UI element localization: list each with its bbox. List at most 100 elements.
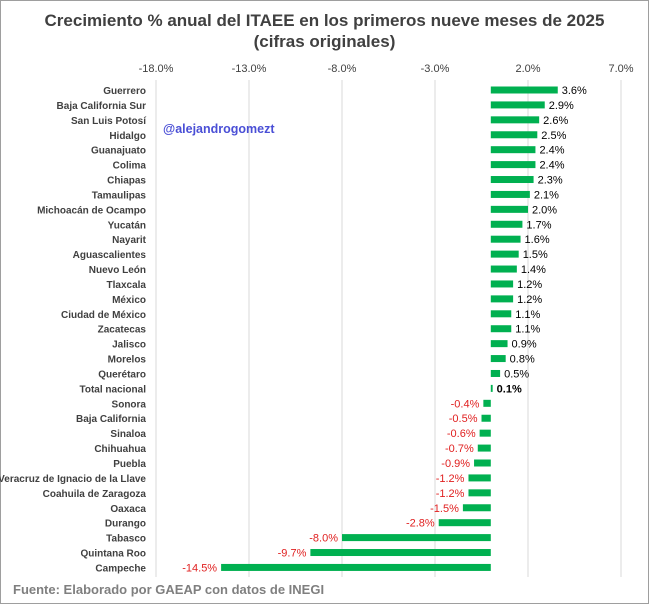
bar xyxy=(490,190,530,198)
bar xyxy=(490,280,514,288)
category-label: Baja California Sur xyxy=(57,101,147,112)
category-label: Guerrero xyxy=(103,86,146,97)
category-label: Chiapas xyxy=(107,176,146,187)
bar xyxy=(479,429,491,437)
bar xyxy=(468,489,491,497)
x-tick-label: 7.0% xyxy=(608,63,633,75)
category-label: Veracruz de Ignacio de la Llave xyxy=(0,474,146,485)
bar xyxy=(490,235,521,243)
value-label: 2.4% xyxy=(539,160,564,172)
bar xyxy=(490,355,506,363)
bar xyxy=(490,295,514,303)
value-label: 2.0% xyxy=(532,204,557,216)
category-label: Sonora xyxy=(112,399,147,410)
value-labels: 3.6% 2.9% 2.6% 2.5% 2.4% 2.4% 2.3% 2.1% 2.0% 1.7%… xyxy=(182,85,587,574)
bar xyxy=(490,250,519,258)
category-label: Nayarit xyxy=(112,235,147,246)
bar xyxy=(474,459,491,467)
value-label: 0.1% xyxy=(497,383,522,395)
value-label: -0.7% xyxy=(445,443,474,455)
category-label: Chihuahua xyxy=(94,444,146,455)
chart-title: Crecimiento % anual del ITAEE en los pri… xyxy=(0,10,649,52)
value-label: 1.2% xyxy=(517,279,542,291)
bar xyxy=(490,131,538,139)
bar xyxy=(490,265,517,273)
category-label: Tabasco xyxy=(106,534,146,545)
value-label: -0.6% xyxy=(447,428,476,440)
bar xyxy=(490,86,558,94)
value-label: -1.2% xyxy=(436,488,465,500)
value-label: 0.9% xyxy=(512,339,537,351)
value-label: 1.4% xyxy=(521,264,546,276)
gridlines xyxy=(155,80,622,577)
value-label: 1.2% xyxy=(517,294,542,306)
bar xyxy=(221,563,491,571)
value-label: 2.6% xyxy=(543,115,568,127)
category-label: Colima xyxy=(113,161,147,172)
value-label: -14.5% xyxy=(182,562,217,574)
category-label: Tamaulipas xyxy=(92,190,147,201)
bar xyxy=(490,369,501,377)
value-label: 2.4% xyxy=(539,145,564,157)
category-label: México xyxy=(112,295,146,306)
chart-title-line2: (cifras originales) xyxy=(253,32,396,51)
x-tick-label: 2.0% xyxy=(515,63,540,75)
value-label: 0.5% xyxy=(504,368,529,380)
value-label: -0.9% xyxy=(441,458,470,470)
bar xyxy=(468,474,491,482)
bar xyxy=(483,399,491,407)
category-label: Campeche xyxy=(95,563,146,574)
value-label: -0.4% xyxy=(451,398,480,410)
bar xyxy=(490,384,493,392)
category-label: Coahuila de Zaragoza xyxy=(43,489,147,500)
bar xyxy=(310,549,491,557)
value-label: -2.8% xyxy=(406,518,435,530)
x-tick-label: -13.0% xyxy=(232,63,267,75)
category-label: Ciudad de México xyxy=(61,310,146,321)
category-label: Sinaloa xyxy=(110,429,146,440)
bar xyxy=(481,414,491,422)
value-label: -8.0% xyxy=(309,533,338,545)
bar xyxy=(490,220,523,228)
x-tick-label: -3.0% xyxy=(421,63,450,75)
bar xyxy=(490,116,540,124)
category-label: Oaxaca xyxy=(110,504,146,515)
bars xyxy=(221,86,558,571)
bar xyxy=(490,161,536,169)
category-label: Michoacán de Ocampo xyxy=(37,205,146,216)
x-axis-ticks: -18.0% -13.0% -8.0% -3.0% 2.0% 7.0% xyxy=(139,63,634,75)
category-label: Zacatecas xyxy=(98,325,147,336)
value-label: 1.6% xyxy=(525,234,550,246)
chart-title-line1: Crecimiento % anual del ITAEE en los pri… xyxy=(44,11,605,30)
bar xyxy=(462,504,491,512)
value-label: 1.5% xyxy=(523,249,548,261)
value-label: 3.6% xyxy=(562,85,587,97)
bar xyxy=(490,205,528,213)
category-label: Puebla xyxy=(113,459,146,470)
category-labels: Guerrero Baja California Sur San Luis Poto… xyxy=(0,86,147,574)
category-label: Hidalgo xyxy=(109,131,146,142)
category-label: Jalisco xyxy=(112,340,146,351)
category-label: Morelos xyxy=(108,355,147,366)
x-tick-label: -18.0% xyxy=(139,63,174,75)
bar xyxy=(477,444,491,452)
category-label: Quintana Roo xyxy=(80,549,146,560)
value-label: 2.3% xyxy=(538,175,563,187)
category-label: San Luis Potosí xyxy=(71,116,147,127)
value-label: -0.5% xyxy=(449,413,478,425)
category-label: Tlaxcala xyxy=(107,280,147,291)
bar xyxy=(490,146,536,154)
value-label: 2.5% xyxy=(541,130,566,142)
bar xyxy=(490,340,508,348)
category-label: Guanajuato xyxy=(91,146,146,157)
bar xyxy=(490,101,545,109)
category-label: Querétaro xyxy=(98,369,146,380)
category-label: Yucatán xyxy=(108,220,146,231)
category-label: Baja California xyxy=(76,414,146,425)
category-label: Aguascalientes xyxy=(73,250,147,261)
value-label: 1.7% xyxy=(526,219,551,231)
x-tick-label: -8.0% xyxy=(328,63,357,75)
value-label: -1.5% xyxy=(430,503,459,515)
